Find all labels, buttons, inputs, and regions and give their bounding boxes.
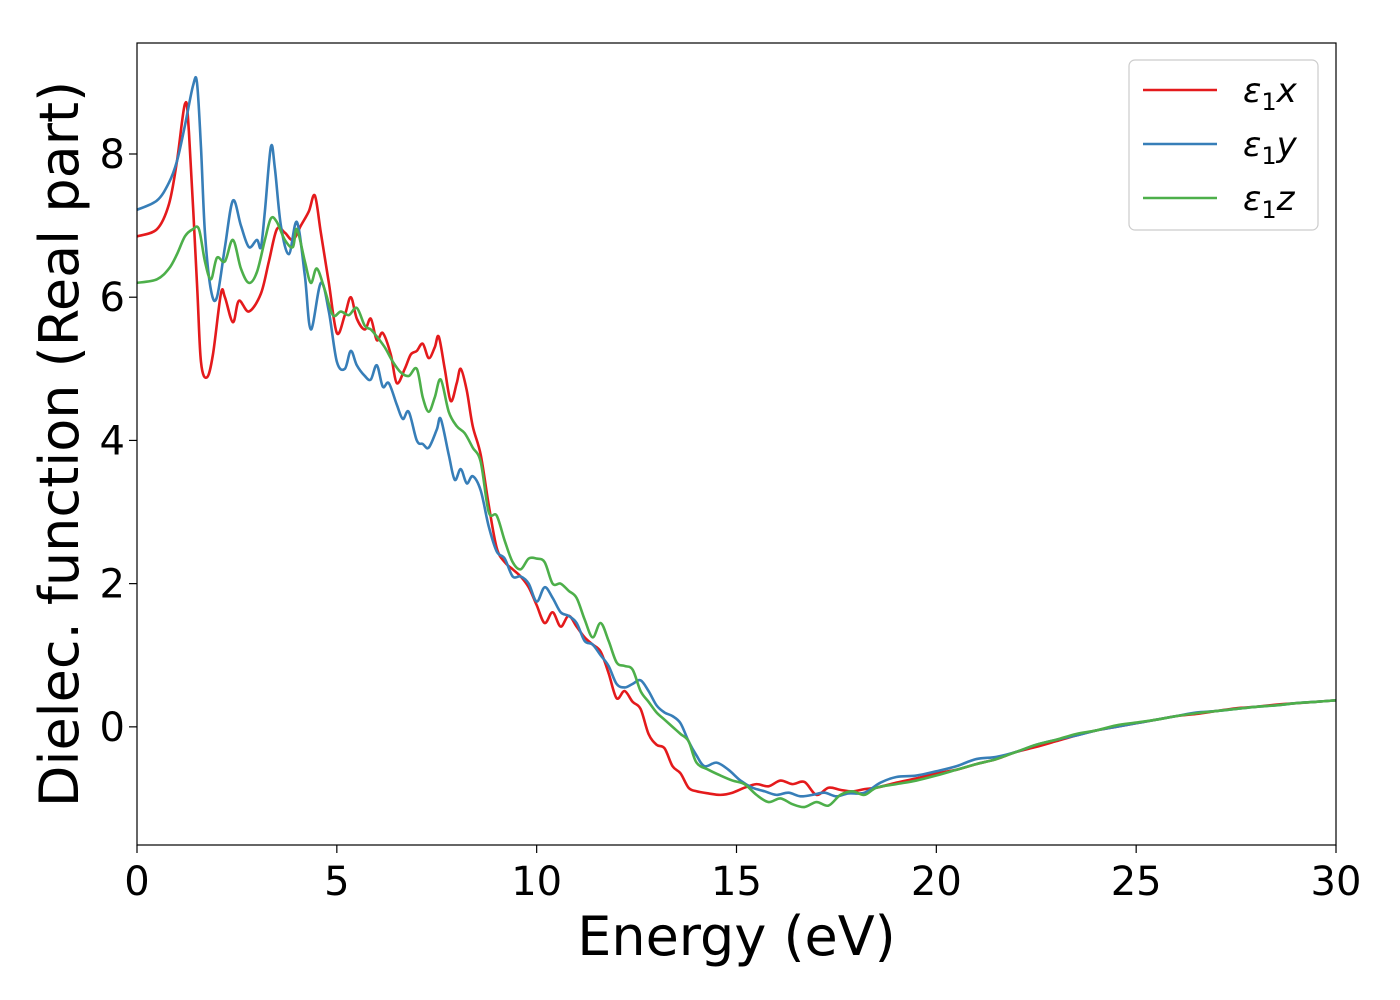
legend-entry-y: ε1y bbox=[1143, 125, 1298, 170]
legend: ε1x ε1y ε1z bbox=[1128, 59, 1319, 231]
series-line-y bbox=[137, 75, 1336, 798]
y-tick-label: 6 bbox=[100, 275, 125, 321]
x-tick-label: 5 bbox=[324, 859, 349, 905]
x-tick-label: 0 bbox=[124, 859, 149, 905]
legend-box bbox=[1128, 59, 1319, 231]
legend-entry-z: ε1z bbox=[1143, 179, 1296, 224]
x-tick-label: 15 bbox=[711, 859, 762, 905]
legend-entry-x: ε1x bbox=[1143, 71, 1298, 116]
x-tick-label: 20 bbox=[911, 859, 962, 905]
y-tick-label: 4 bbox=[100, 418, 125, 464]
legend-label: ε1y bbox=[1243, 125, 1298, 170]
y-tick-label: 0 bbox=[100, 705, 125, 751]
ticks-layer: 0 5 10 15 20 25 30 0 2 4 6 8 bbox=[100, 132, 1362, 905]
plot-frame bbox=[136, 42, 1337, 846]
legend-label: ε1x bbox=[1243, 71, 1298, 116]
x-tick-label: 25 bbox=[1111, 859, 1162, 905]
x-tick-label: 10 bbox=[511, 859, 562, 905]
legend-label: ε1z bbox=[1243, 179, 1296, 224]
y-axis-title: Dielec. function (Real part) bbox=[28, 81, 91, 807]
series-line-z bbox=[137, 215, 1336, 809]
series-layer bbox=[137, 75, 1336, 809]
y-tick-label: 8 bbox=[100, 132, 125, 178]
x-tick-label: 30 bbox=[1311, 859, 1362, 905]
x-axis-title: Energy (eV) bbox=[577, 905, 896, 968]
y-tick-label: 2 bbox=[100, 562, 125, 608]
